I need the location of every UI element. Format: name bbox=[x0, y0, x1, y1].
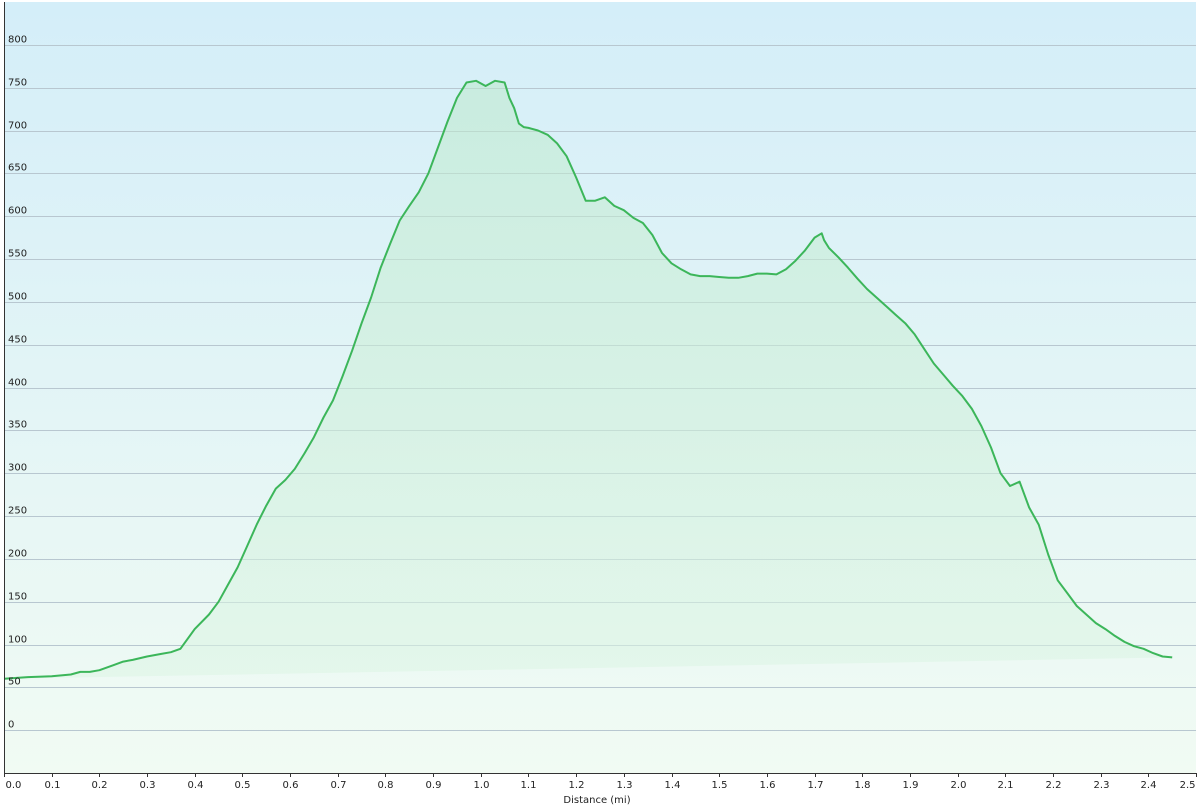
x-tick-label: 2.3 bbox=[1094, 780, 1110, 791]
x-tick-label: 2.2 bbox=[1046, 780, 1062, 791]
x-tick-label: 0.0 bbox=[6, 780, 22, 791]
y-tick-label: 400 bbox=[8, 378, 27, 389]
y-tick-label: 150 bbox=[8, 592, 27, 603]
x-tick-label: 1.4 bbox=[665, 780, 681, 791]
y-tick-label: 700 bbox=[8, 121, 27, 132]
y-tick-label: 250 bbox=[8, 506, 27, 517]
x-tick-label: 1.0 bbox=[474, 780, 490, 791]
x-tick-label: 2.5 bbox=[1180, 780, 1196, 791]
x-tick-label: 1.8 bbox=[855, 780, 871, 791]
x-tick-label: 0.3 bbox=[140, 780, 156, 791]
x-axis-labels: 0.0 0.1 0.2 0.3 0.4 0.5 0.6 0.7 0.8 0.9 1.0 1.1 1.2 1… bbox=[4, 773, 1197, 791]
x-tick-label: 0.9 bbox=[426, 780, 442, 791]
y-tick-label: 0 bbox=[8, 720, 14, 731]
x-tick-label: 0.6 bbox=[283, 780, 299, 791]
y-tick-label: 50 bbox=[8, 677, 21, 688]
x-tick-label: 1.6 bbox=[760, 780, 776, 791]
x-tick-label: 2.0 bbox=[951, 780, 967, 791]
x-axis-title: Distance (mi) bbox=[563, 795, 630, 806]
y-tick-label: 650 bbox=[8, 163, 27, 174]
x-tick-label: 1.1 bbox=[521, 780, 537, 791]
elevation-area bbox=[4, 80, 1173, 679]
x-tick-label: 0.7 bbox=[331, 780, 347, 791]
elevation-line bbox=[3, 79, 1173, 680]
y-tick-label: 750 bbox=[8, 78, 27, 89]
x-tick-label: 2.4 bbox=[1141, 780, 1157, 791]
x-tick-label: 2.1 bbox=[998, 780, 1014, 791]
x-tick-label: 0.8 bbox=[378, 780, 394, 791]
y-tick-label: 800 bbox=[8, 35, 27, 46]
y-tick-label: 500 bbox=[8, 292, 27, 303]
y-tick-label: 100 bbox=[8, 635, 27, 646]
x-tick-label: 0.2 bbox=[92, 780, 108, 791]
x-tick-label: 0.1 bbox=[45, 780, 61, 791]
x-tick-label: 1.9 bbox=[903, 780, 919, 791]
x-tick-label: 0.4 bbox=[188, 780, 204, 791]
y-tick-label: 550 bbox=[8, 249, 27, 260]
y-tick-label: 450 bbox=[8, 335, 27, 346]
y-tick-label: 600 bbox=[8, 206, 27, 217]
x-tick-label: 0.5 bbox=[235, 780, 251, 791]
x-tick-label: 1.7 bbox=[808, 780, 824, 791]
x-tick-label: 1.5 bbox=[712, 780, 728, 791]
y-axis-labels: 0 50 100 150 200 250 300 350 400 450 500 550 600 650 7… bbox=[8, 35, 27, 731]
x-tick-label: 1.2 bbox=[569, 780, 585, 791]
x-tick-label: 1.3 bbox=[617, 780, 633, 791]
y-tick-label: 200 bbox=[8, 549, 27, 560]
y-tick-label: 300 bbox=[8, 463, 27, 474]
y-tick-label: 350 bbox=[8, 420, 27, 431]
